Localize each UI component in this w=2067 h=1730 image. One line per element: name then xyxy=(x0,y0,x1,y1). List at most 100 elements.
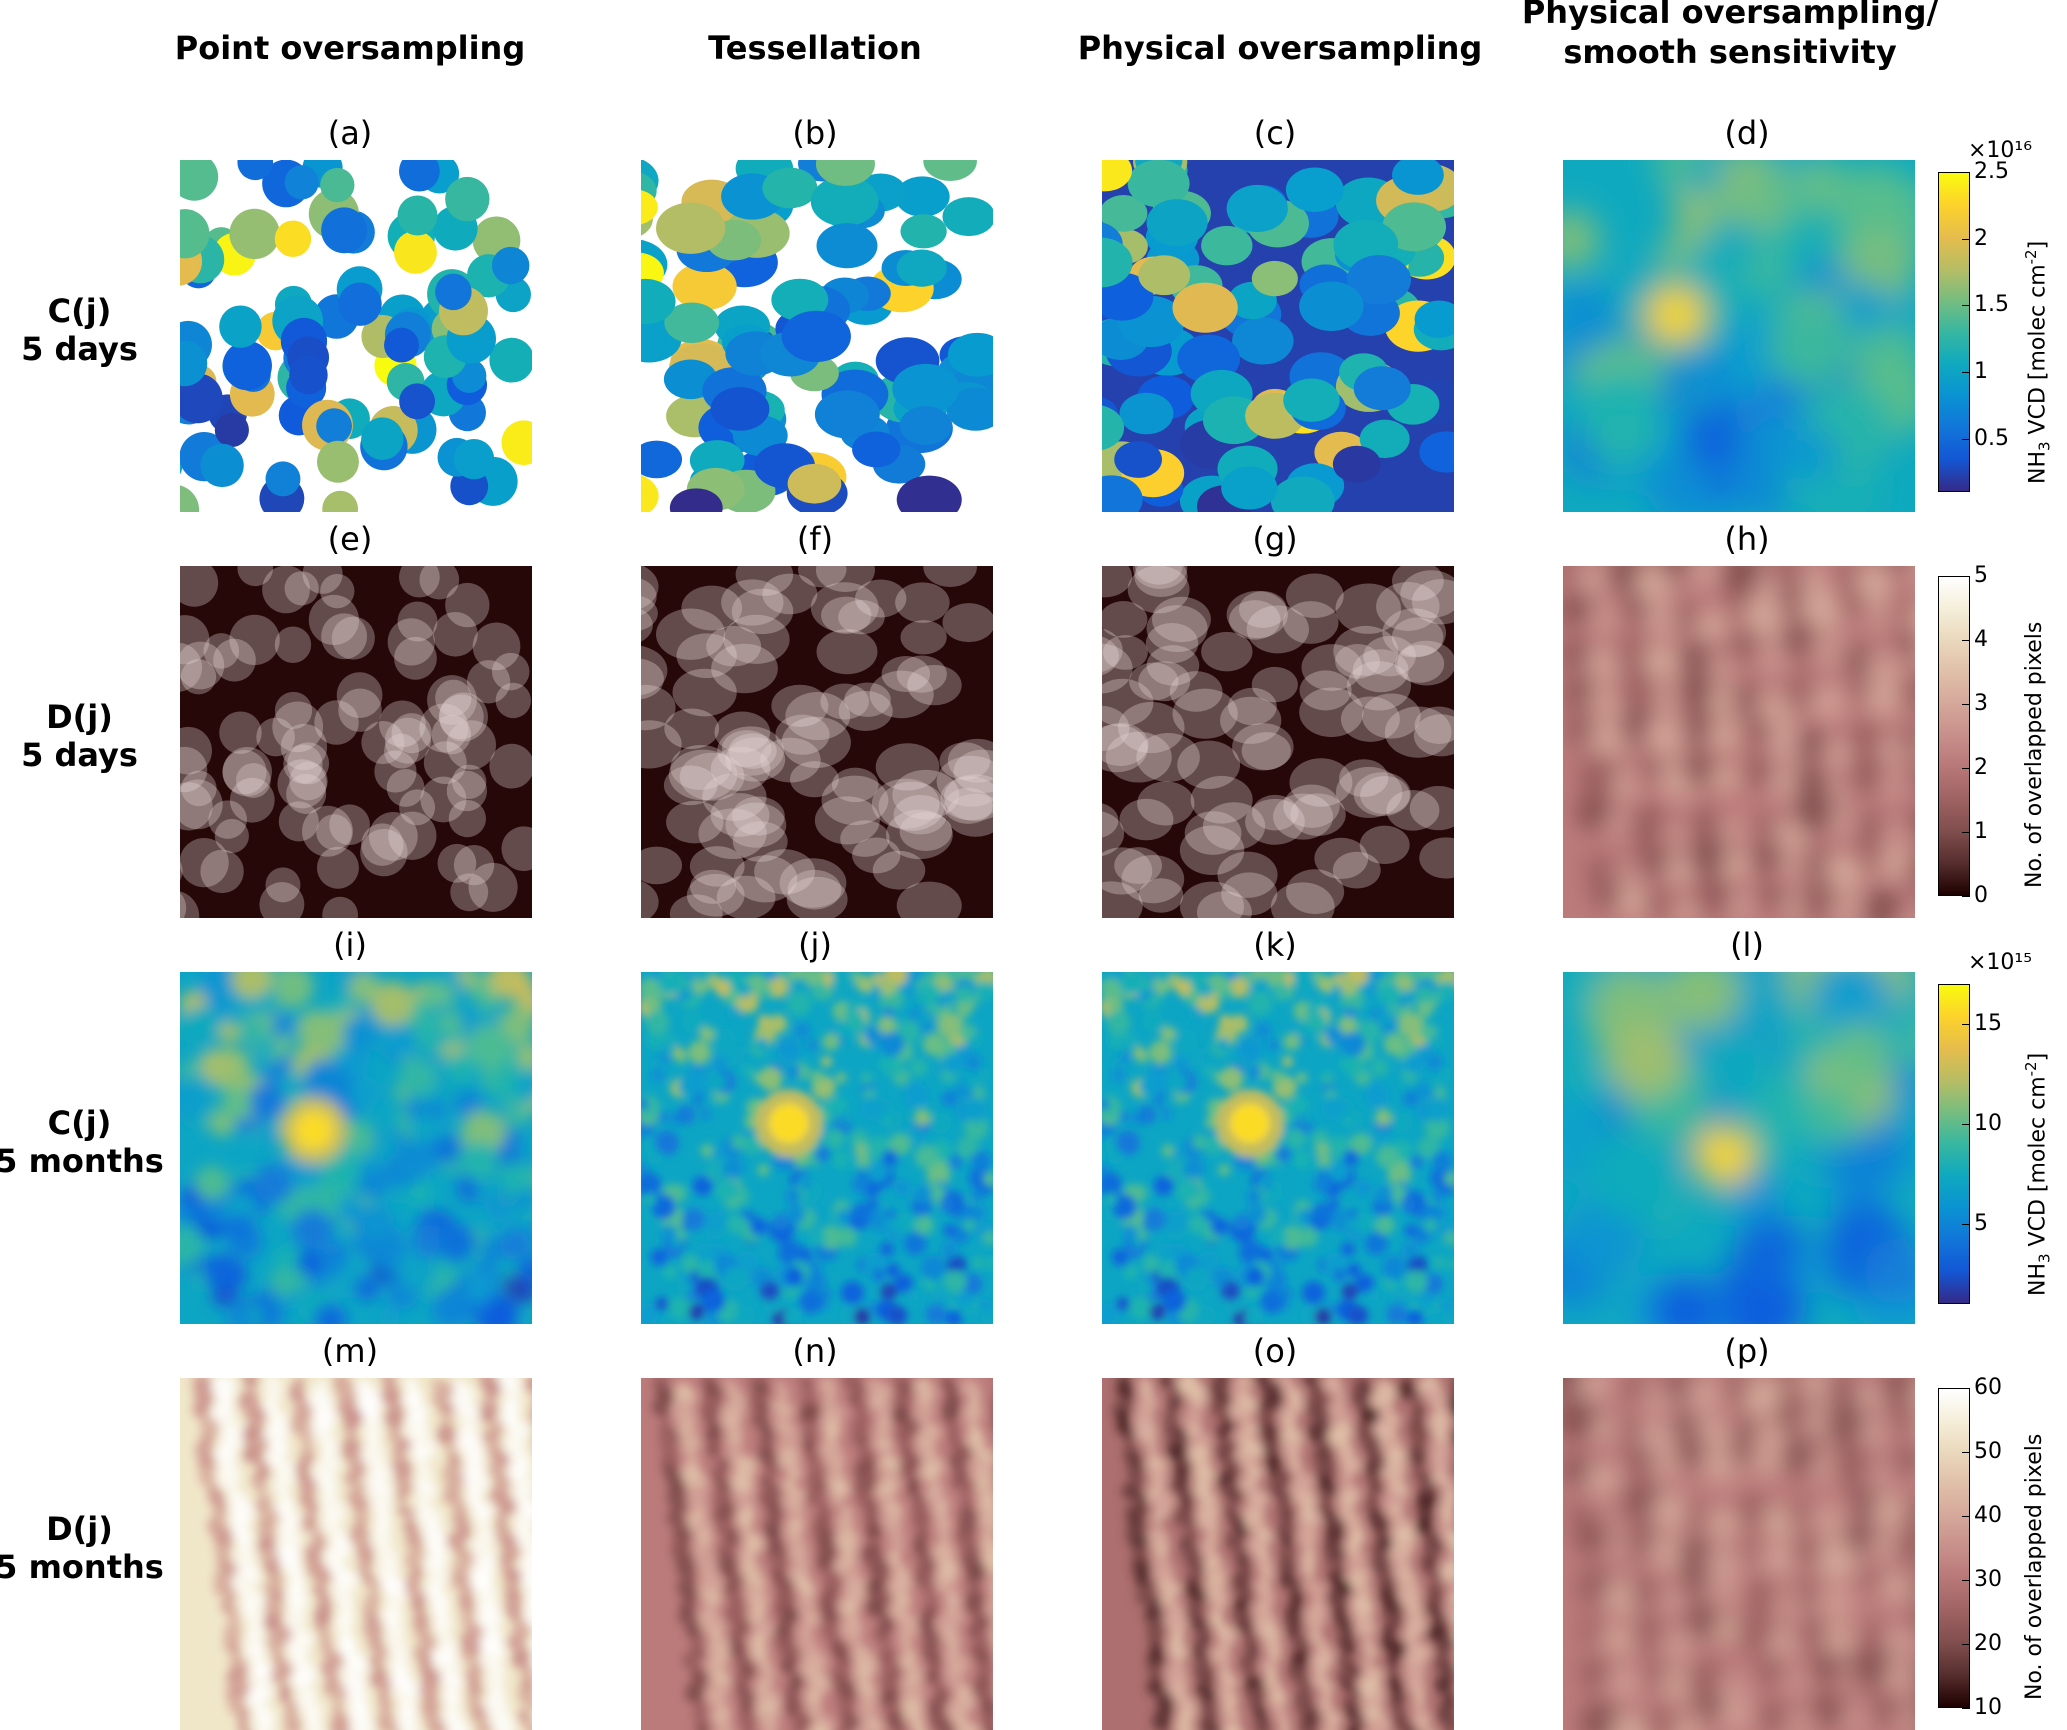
field-blob xyxy=(1325,1027,1343,1045)
field-blob xyxy=(1238,1037,1262,1061)
field-blob xyxy=(1204,1065,1215,1076)
panel-label-i: (i) xyxy=(290,926,410,964)
field-blob xyxy=(1234,1544,1245,1555)
field-blob xyxy=(1211,1217,1229,1235)
field-blob xyxy=(1810,684,1847,721)
field-blob xyxy=(1151,1512,1163,1524)
field-blob xyxy=(921,1255,945,1279)
field-blob xyxy=(969,1580,980,1591)
panel-label-c: (c) xyxy=(1215,114,1335,152)
pixel-footprint xyxy=(399,383,435,419)
field-blob xyxy=(879,1636,890,1647)
field-blob xyxy=(480,1409,495,1424)
field-blob xyxy=(1248,991,1273,1016)
colorbar-exponent: ×10¹⁵ xyxy=(1968,950,2032,975)
field-blob xyxy=(977,1068,990,1081)
colorbar-label: NH3 VCD [molec cm-2] xyxy=(2022,1053,2054,1296)
field-blob xyxy=(279,1692,291,1704)
column-title-physical-smooth: Physical oversampling/ smooth sensitivit… xyxy=(1510,0,1950,72)
field-blob xyxy=(882,1150,898,1166)
panel-d-image xyxy=(1563,160,1915,512)
field-blob xyxy=(1365,1232,1388,1255)
field-blob xyxy=(1433,1257,1445,1269)
pixel-footprint xyxy=(1173,283,1238,333)
field-blob xyxy=(1865,599,1893,627)
field-blob xyxy=(806,1040,818,1052)
colorbar-tick-label: 0 xyxy=(1974,884,1988,908)
field-blob xyxy=(400,1059,437,1096)
field-blob xyxy=(692,1176,712,1196)
field-blob xyxy=(1354,1716,1365,1727)
field-blob xyxy=(364,1620,383,1639)
field-blob xyxy=(1744,247,1792,295)
pixel-footprint xyxy=(1114,441,1162,478)
colorbar-tick-label: 40 xyxy=(1974,1504,2002,1528)
colorbar-tick-label: 5 xyxy=(1974,564,1988,588)
panel-b-image xyxy=(641,160,993,512)
pixel-footprint xyxy=(215,413,249,447)
field-blob xyxy=(1678,640,1713,675)
field-blob xyxy=(343,1015,380,1052)
colorbar-tick-label: 5 xyxy=(1974,1212,1988,1236)
field-blob xyxy=(1246,1267,1265,1286)
field-blob xyxy=(1307,1423,1326,1442)
field-blob xyxy=(237,1707,250,1720)
field-blob xyxy=(777,1037,801,1061)
panel-n-image xyxy=(641,1378,993,1730)
field-blob xyxy=(1279,1559,1296,1576)
colorbar-tick-mark xyxy=(1962,1224,1970,1225)
pixel-footprint xyxy=(1227,185,1288,232)
field-blob xyxy=(1432,1572,1442,1582)
field-blob xyxy=(924,984,938,998)
colorbar-label: NH3 VCD [molec cm-2] xyxy=(2022,241,2054,484)
colorbar-tick-mark xyxy=(1962,1708,1970,1709)
panel-label-k: (k) xyxy=(1215,926,1335,964)
field-blob xyxy=(750,1644,769,1663)
colorbar-tick-label: 0.5 xyxy=(1974,427,2009,451)
field-blob xyxy=(645,1010,670,1035)
field-blob xyxy=(1321,1072,1333,1084)
pixel-footprint xyxy=(265,461,300,496)
field-blob xyxy=(681,1255,699,1273)
colorbar-tick-label: 10 xyxy=(1974,1112,2002,1136)
field-blob xyxy=(750,1217,768,1235)
field-blob xyxy=(727,1214,747,1234)
field-blob xyxy=(940,1197,954,1211)
pixel-footprint xyxy=(289,356,327,394)
field-blob xyxy=(914,1109,931,1126)
field-blob xyxy=(1684,1500,1711,1527)
column-title-tessellation: Tessellation xyxy=(640,28,990,68)
field-blob xyxy=(1810,633,1846,669)
field-blob xyxy=(1230,1014,1249,1033)
field-blob xyxy=(354,1276,379,1301)
field-blob xyxy=(1119,972,1142,995)
field-blob xyxy=(464,1272,495,1303)
field-blob xyxy=(1658,1588,1684,1614)
field-blob xyxy=(1326,1551,1341,1566)
field-blob xyxy=(841,1281,864,1304)
field-blob xyxy=(1411,1155,1424,1168)
pixel-footprint xyxy=(1283,379,1339,422)
field-blob xyxy=(1282,1536,1293,1547)
field-blob xyxy=(1318,977,1333,992)
field-blob xyxy=(1654,1456,1679,1481)
field-blob xyxy=(837,1209,851,1223)
field-blob xyxy=(1388,1663,1399,1674)
field-blob xyxy=(409,1113,440,1144)
field-blob xyxy=(1839,590,1866,617)
field-blob xyxy=(1184,1266,1209,1291)
field-blob xyxy=(879,978,896,995)
field-blob xyxy=(931,1113,952,1134)
field-blob xyxy=(241,1020,263,1042)
field-blob xyxy=(366,1429,380,1443)
field-blob xyxy=(740,1251,758,1269)
field-blob xyxy=(1865,1462,1893,1490)
field-blob xyxy=(809,1230,826,1247)
panel-label-l: (l) xyxy=(1687,926,1807,964)
field-blob xyxy=(682,1652,698,1668)
field-blob xyxy=(226,1607,239,1620)
field-blob xyxy=(1247,1189,1262,1204)
field-blob xyxy=(650,1068,665,1083)
field-blob xyxy=(760,986,773,999)
field-blob xyxy=(941,990,955,1004)
